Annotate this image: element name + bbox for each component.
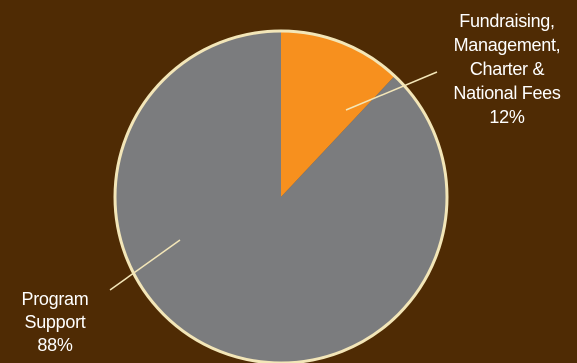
pie-slice-1	[114, 31, 447, 363]
slice-value-label-1: 88%	[37, 335, 72, 355]
slice-value-label-0: 12%	[489, 107, 524, 127]
slice-label-0-line-3: National Fees	[453, 83, 560, 103]
leader-line-1	[109, 239, 181, 291]
slice-label-0-line-2: Charter &	[470, 59, 545, 79]
slice-label-1-line-0: Program	[22, 289, 89, 309]
slice-label-0-line-1: Management,	[454, 35, 561, 55]
slice-label-0-line-0: Fundraising,	[459, 11, 554, 31]
pie-slice-0	[281, 31, 395, 197]
pie-border	[113, 29, 449, 363]
leader-line-0	[345, 71, 438, 111]
slice-label-1-line-1: Support	[25, 312, 86, 332]
